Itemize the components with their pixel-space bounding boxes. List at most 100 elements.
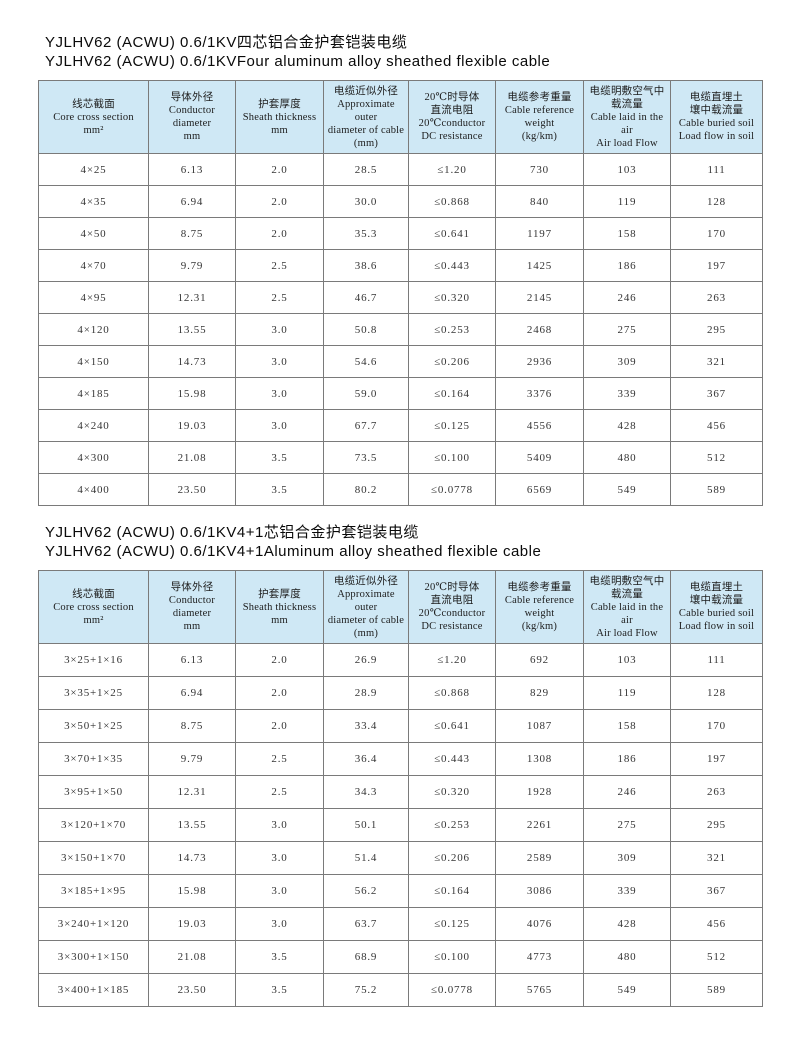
- table-cell: 2.0: [235, 709, 324, 743]
- table-row: 3×95+1×50 12.31 2.5 34.3 ≤0.320 1928 246 263: [38, 775, 763, 809]
- table-row: 3×120+1×70 13.55 3.0 50.1 ≤0.253 2261 275 295: [38, 808, 763, 842]
- table-cell: 8.75: [148, 709, 236, 743]
- table-cell: 14.73: [148, 841, 236, 875]
- col-header-dc-resistance: 20℃时导体 直流电阻 20℃conductor DC resistance: [408, 80, 496, 154]
- table-cell: 2.0: [235, 643, 324, 677]
- table-cell: 367: [670, 874, 763, 908]
- table-cell: 4×120: [38, 313, 149, 346]
- table-cell: 2468: [495, 313, 584, 346]
- table-cell: 26.9: [323, 643, 409, 677]
- table-cell: 111: [670, 643, 763, 677]
- table-cell: 8.75: [148, 217, 236, 250]
- table-cell: 12.31: [148, 775, 236, 809]
- table-cell: 63.7: [323, 907, 409, 941]
- table-cell: 1197: [495, 217, 584, 250]
- table-cell: 9.79: [148, 249, 236, 282]
- table-cell: 4×400: [38, 473, 149, 506]
- table-cell: 3.0: [235, 345, 324, 378]
- col-header-core-cross-section: 线芯截面 Core cross section mm²: [38, 80, 149, 154]
- table-cell: 4556: [495, 409, 584, 442]
- table-cell: 158: [583, 709, 671, 743]
- table-cell: 170: [670, 217, 763, 250]
- table-row: 4×120 13.55 3.0 50.8 ≤0.253 2468 275 295: [38, 313, 763, 346]
- table-cell: 38.6: [323, 249, 409, 282]
- table-cell: 512: [670, 940, 763, 974]
- col-header-reference-weight: 电缆参考重量 Cable reference weight (kg/km): [495, 80, 584, 154]
- col-header-sheath-thickness: 护套厚度 Sheath thickness mm: [235, 570, 324, 644]
- table-cell: 295: [670, 313, 763, 346]
- table-cell: 186: [583, 249, 671, 282]
- table-cell: 4773: [495, 940, 584, 974]
- table-row: 3×150+1×70 14.73 3.0 51.4 ≤0.206 2589 309 321: [38, 841, 763, 875]
- table-cell: 19.03: [148, 907, 236, 941]
- table-cell: 5765: [495, 973, 584, 1007]
- table-cell: 4×150: [38, 345, 149, 378]
- table-cell: 21.08: [148, 441, 236, 474]
- table-row: 4×95 12.31 2.5 46.7 ≤0.320 2145 246 263: [38, 281, 763, 314]
- table-row: 4×35 6.94 2.0 30.0 ≤0.868 840 119 128: [38, 185, 763, 218]
- table-cell: 6.94: [148, 185, 236, 218]
- section-four-plus-one-core: YJLHV62 (ACWU) 0.6/1KV4+1芯铝合金护套铠装电缆 YJLH…: [38, 523, 800, 1007]
- table-row: 3×400+1×185 23.50 3.5 75.2 ≤0.0778 5765 549 589: [38, 973, 763, 1007]
- table-cell: ≤0.125: [408, 907, 496, 941]
- table-cell: ≤0.868: [408, 185, 496, 218]
- section-title-cn: YJLHV62 (ACWU) 0.6/1KV四芯铝合金护套铠装电缆: [45, 34, 408, 51]
- table-row: 4×50 8.75 2.0 35.3 ≤0.641 1197 158 170: [38, 217, 763, 250]
- table-cell: ≤0.125: [408, 409, 496, 442]
- table-cell: 3.0: [235, 907, 324, 941]
- col-header-reference-weight: 电缆参考重量 Cable reference weight (kg/km): [495, 570, 584, 644]
- table-cell: 6.13: [148, 643, 236, 677]
- table-cell: 456: [670, 907, 763, 941]
- table-cell: ≤0.206: [408, 345, 496, 378]
- table-cell: 2.0: [235, 217, 324, 250]
- table-cell: 321: [670, 345, 763, 378]
- table-cell: 730: [495, 153, 584, 186]
- table-cell: 3.0: [235, 808, 324, 842]
- table-cell: 23.50: [148, 473, 236, 506]
- table-cell: 1308: [495, 742, 584, 776]
- table-row: 4×400 23.50 3.5 80.2 ≤0.0778 6569 549 589: [38, 473, 763, 506]
- table-cell: 275: [583, 313, 671, 346]
- table-row: 4×185 15.98 3.0 59.0 ≤0.164 3376 339 367: [38, 377, 763, 410]
- table-cell: 119: [583, 185, 671, 218]
- table-cell: ≤0.253: [408, 808, 496, 842]
- table-cell: 23.50: [148, 973, 236, 1007]
- table-cell: 4×300: [38, 441, 149, 474]
- table-cell: 2145: [495, 281, 584, 314]
- header-row: 线芯截面 Core cross section mm² 导体外径 Conduct…: [38, 80, 763, 154]
- table-cell: 589: [670, 973, 763, 1007]
- table-cell: 2589: [495, 841, 584, 875]
- table-header: 线芯截面 Core cross section mm² 导体外径 Conduct…: [38, 570, 763, 644]
- table-cell: 2.0: [235, 153, 324, 186]
- table-cell: 111: [670, 153, 763, 186]
- table-cell: ≤0.253: [408, 313, 496, 346]
- table-cell: 54.6: [323, 345, 409, 378]
- table-cell: 197: [670, 742, 763, 776]
- table-cell: 15.98: [148, 377, 236, 410]
- table-cell: 3×185+1×95: [38, 874, 149, 908]
- table-cell: 1087: [495, 709, 584, 743]
- table-cell: 36.4: [323, 742, 409, 776]
- table-cell: 2.5: [235, 249, 324, 282]
- table-cell: 80.2: [323, 473, 409, 506]
- table-cell: 480: [583, 940, 671, 974]
- table-cell: 67.7: [323, 409, 409, 442]
- section-titles: YJLHV62 (ACWU) 0.6/1KV4+1芯铝合金护套铠装电缆 YJLH…: [45, 523, 800, 561]
- table-body-four-core: 4×25 6.13 2.0 28.5 ≤1.20 730 103 111 4×35 6.94 2.0…: [38, 153, 763, 506]
- table-cell: 4×50: [38, 217, 149, 250]
- table-cell: 692: [495, 643, 584, 677]
- table-cell: 309: [583, 841, 671, 875]
- spec-table-four-plus-one-core: 线芯截面 Core cross section mm² 导体外径 Conduct…: [38, 570, 763, 1007]
- table-cell: ≤0.641: [408, 217, 496, 250]
- table-cell: 3×70+1×35: [38, 742, 149, 776]
- table-cell: 428: [583, 409, 671, 442]
- table-body-four-plus-one-core: 3×25+1×16 6.13 2.0 26.9 ≤1.20 692 103 111 3×35+1…: [38, 643, 763, 1007]
- col-header-air-load-flow: 电缆明敷空气中 载流量 Cable laid in the air Air lo…: [583, 570, 671, 644]
- table-cell: 15.98: [148, 874, 236, 908]
- table-cell: 246: [583, 775, 671, 809]
- table-cell: 3.0: [235, 313, 324, 346]
- table-cell: 549: [583, 473, 671, 506]
- table-row: 4×70 9.79 2.5 38.6 ≤0.443 1425 186 197: [38, 249, 763, 282]
- table-row: 4×25 6.13 2.0 28.5 ≤1.20 730 103 111: [38, 153, 763, 186]
- table-cell: ≤0.164: [408, 874, 496, 908]
